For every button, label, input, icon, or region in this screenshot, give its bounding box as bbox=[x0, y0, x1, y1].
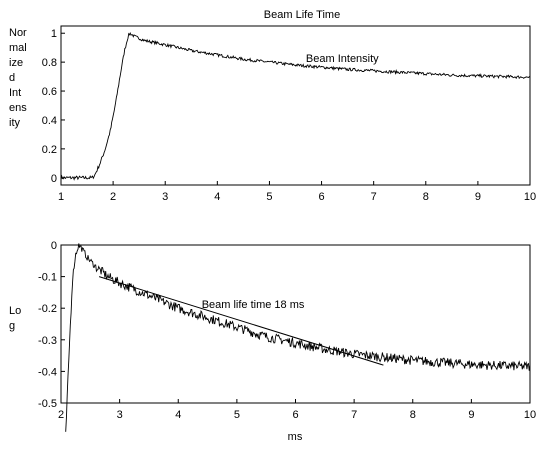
x-tick-label: 4 bbox=[214, 191, 220, 203]
intensity-series bbox=[60, 31, 531, 181]
y-tick-label: 0 bbox=[51, 240, 57, 252]
y-axis-label-line: g bbox=[9, 320, 15, 332]
measured-trace bbox=[65, 243, 531, 432]
x-tick-label: 2 bbox=[58, 409, 64, 421]
x-tick-label: 9 bbox=[468, 409, 474, 421]
log-panel: 0 -0.1 -0.2 -0.3 -0.4 -0.5 2 3 4 5 6 7 8 9 10 Lo g Bea… bbox=[9, 240, 536, 443]
y-tick-label: 0.2 bbox=[42, 144, 57, 156]
log-series bbox=[65, 243, 531, 432]
y-tick-label: 0.8 bbox=[42, 57, 57, 69]
y-axis-label-line: mal bbox=[9, 42, 27, 54]
x-tick-label: 3 bbox=[117, 409, 123, 421]
y-tick-label: 0.4 bbox=[42, 115, 57, 127]
beam-life-time-annotation: Beam life time 18 ms bbox=[202, 299, 305, 311]
intensity-x-ticks: 1 2 3 4 5 6 7 8 9 10 bbox=[58, 181, 536, 203]
x-tick-label: 6 bbox=[318, 191, 324, 203]
measured-trace bbox=[60, 31, 531, 181]
log-x-ticks: 2 3 4 5 6 7 8 9 10 bbox=[58, 399, 536, 421]
x-tick-label: 2 bbox=[110, 191, 116, 203]
x-tick-label: 3 bbox=[162, 191, 168, 203]
chart-title: Beam Life Time bbox=[264, 9, 340, 21]
y-tick-label: -0.2 bbox=[38, 303, 57, 315]
log-plot-frame bbox=[60, 244, 531, 404]
x-tick-label: 5 bbox=[234, 409, 240, 421]
beam-intensity-annotation: Beam Intensity bbox=[306, 53, 379, 65]
y-tick-label: -0.5 bbox=[38, 398, 57, 410]
intensity-plot-frame bbox=[60, 25, 531, 186]
x-tick-label: 4 bbox=[175, 409, 181, 421]
x-tick-label: 1 bbox=[58, 191, 64, 203]
y-axis-label-line: d bbox=[9, 72, 15, 84]
log-y-axis-label: Lo g bbox=[9, 305, 21, 332]
log-x-axis-label: ms bbox=[288, 431, 303, 443]
y-axis-label-line: ens bbox=[9, 102, 27, 114]
x-tick-label: 8 bbox=[410, 409, 416, 421]
intensity-y-ticks: 0 0.2 0.4 0.6 0.8 1 bbox=[42, 28, 65, 185]
y-axis-label-line: Lo bbox=[9, 305, 21, 317]
x-tick-label: 8 bbox=[423, 191, 429, 203]
y-axis-label-line: ize bbox=[9, 57, 23, 69]
y-tick-label: -0.1 bbox=[38, 272, 57, 284]
x-tick-label: 10 bbox=[524, 191, 536, 203]
x-tick-label: 5 bbox=[266, 191, 272, 203]
y-axis-label-line: ity bbox=[9, 117, 21, 129]
x-tick-label: 6 bbox=[292, 409, 298, 421]
x-tick-label: 10 bbox=[524, 409, 536, 421]
y-tick-label: 0 bbox=[51, 173, 57, 185]
y-tick-label: 0.6 bbox=[42, 86, 57, 98]
y-axis-label-line: Nor bbox=[9, 27, 27, 39]
y-tick-label: 1 bbox=[51, 28, 57, 40]
x-tick-label: 7 bbox=[371, 191, 377, 203]
y-axis-label-line: Int bbox=[9, 87, 21, 99]
x-tick-label: 9 bbox=[475, 191, 481, 203]
fit-line bbox=[98, 276, 384, 366]
log-y-ticks: 0 -0.1 -0.2 -0.3 -0.4 -0.5 bbox=[38, 240, 65, 410]
intensity-y-axis-label: Nor mal ize d Int ens ity bbox=[9, 27, 27, 129]
y-tick-label: -0.3 bbox=[38, 335, 57, 347]
y-tick-label: -0.4 bbox=[38, 366, 57, 378]
x-tick-label: 7 bbox=[351, 409, 357, 421]
